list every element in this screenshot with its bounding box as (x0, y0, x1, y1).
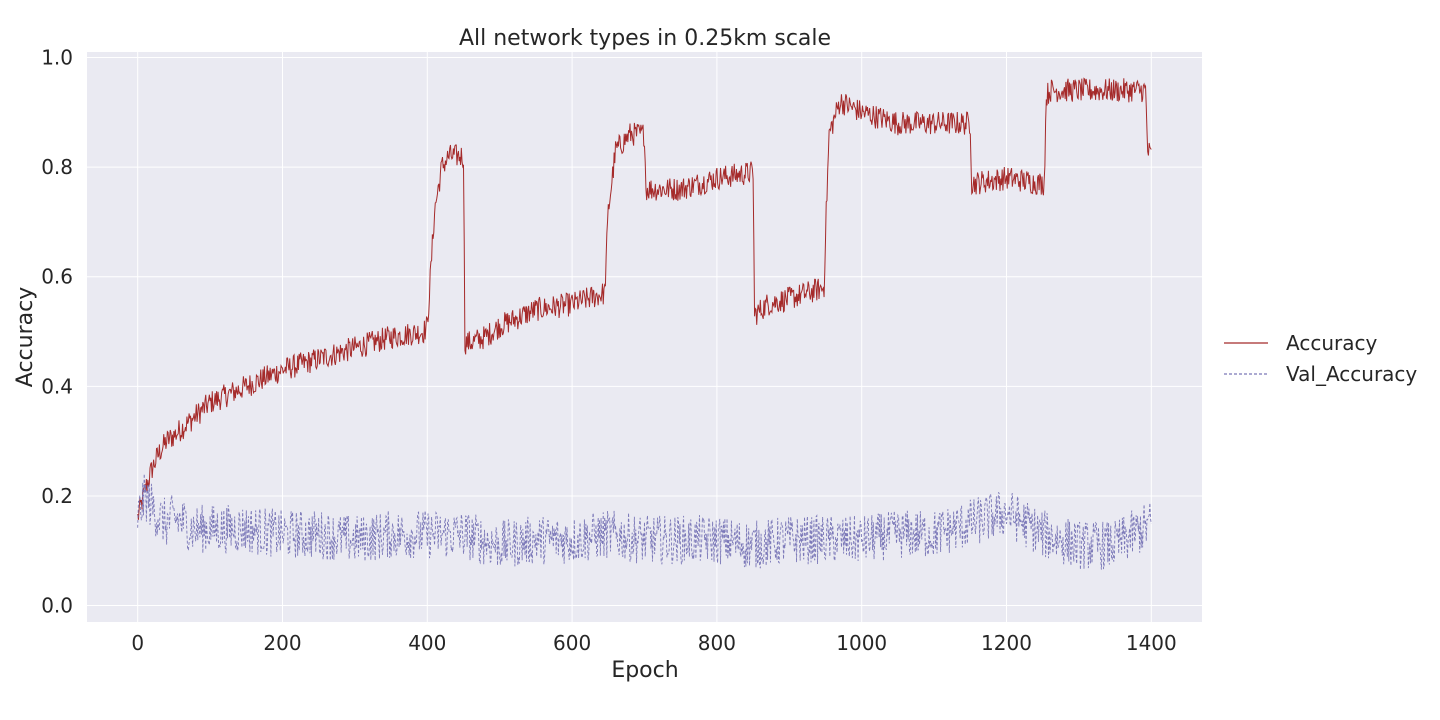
y-tick-label: 0.8 (41, 155, 73, 179)
x-tick-label: 1400 (1126, 631, 1177, 655)
series-layer (137, 77, 1152, 570)
x-axis-title: Epoch (611, 658, 678, 683)
x-tick-label: 400 (408, 631, 446, 655)
y-tick-label: 0.0 (41, 594, 73, 618)
legend-label-val-accuracy: Val_Accuracy (1286, 362, 1417, 386)
y-tick-label: 0.6 (41, 265, 73, 289)
grid (87, 52, 1202, 622)
x-tick-label: 1000 (836, 631, 887, 655)
plot-background (87, 52, 1202, 622)
y-tick-label: 1.0 (41, 45, 73, 69)
series-line-accuracy (137, 77, 1152, 520)
chart-title: All network types in 0.25km scale (459, 26, 831, 51)
y-tick-label: 0.2 (41, 484, 73, 508)
legend: Accuracy Val_Accuracy (1224, 331, 1417, 386)
x-tick-label: 0 (131, 631, 144, 655)
series-line-val-accuracy (137, 473, 1152, 570)
legend-label-accuracy: Accuracy (1286, 331, 1377, 355)
y-axis-title: Accuracy (13, 287, 38, 387)
x-tick-label: 600 (553, 631, 591, 655)
x-tick-label: 1200 (981, 631, 1032, 655)
x-tick-label: 200 (263, 631, 301, 655)
ticks: 0 200 400 600 800 1000 1200 1400 0.0 0.2 0.4 0.6 0.8… (41, 45, 1177, 655)
y-tick-label: 0.4 (41, 374, 73, 398)
x-tick-label: 800 (698, 631, 736, 655)
